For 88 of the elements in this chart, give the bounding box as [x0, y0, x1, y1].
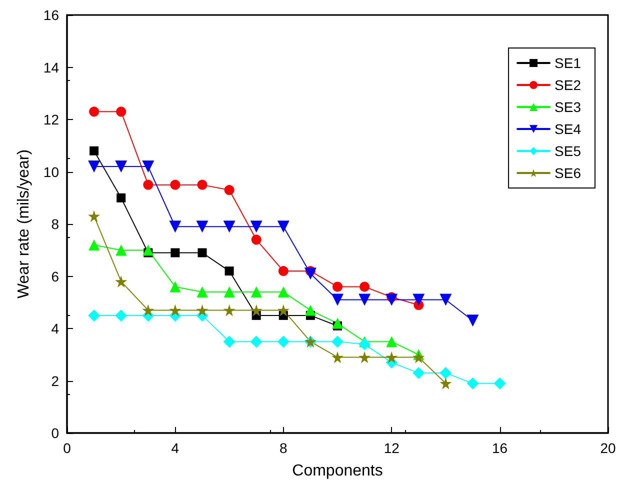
point: [115, 309, 128, 322]
point: [412, 294, 425, 306]
point: [440, 366, 452, 379]
point: [304, 268, 316, 280]
point: [494, 377, 506, 390]
point: [170, 248, 180, 258]
point: [278, 266, 288, 276]
y-tick-label: 14: [43, 59, 60, 76]
y-tick-label: 2: [51, 372, 60, 389]
point: [412, 366, 425, 379]
x-tick-label: 0: [63, 440, 72, 456]
x-tick-label: 8: [280, 440, 288, 456]
point: [332, 351, 344, 364]
point: [250, 286, 262, 298]
point: [115, 275, 128, 288]
point: [90, 146, 99, 156]
point: [223, 336, 236, 348]
point: [196, 220, 208, 233]
point: [169, 220, 182, 233]
point: [277, 304, 290, 316]
y-tick-label: 0: [51, 425, 60, 441]
point: [277, 220, 290, 233]
point: [277, 336, 290, 348]
x-tick-label: 12: [384, 440, 400, 456]
point: [278, 286, 289, 298]
point: [88, 309, 100, 322]
point: [196, 304, 208, 316]
point: [223, 220, 236, 233]
point: [466, 377, 479, 390]
point: [197, 180, 208, 190]
point: [223, 304, 236, 316]
point: [386, 351, 398, 364]
point: [142, 304, 154, 316]
x-tick-label: 4: [171, 440, 180, 456]
y-tick-label: 10: [43, 164, 60, 180]
point: [332, 294, 344, 306]
point: [250, 220, 262, 233]
point: [116, 193, 126, 202]
y-axis-title: Wear rate (mils/year): [16, 149, 32, 299]
point: [332, 336, 344, 348]
point: [332, 318, 343, 329]
legend-label: SE2: [554, 77, 582, 93]
point: [386, 336, 398, 348]
point: [386, 294, 398, 306]
x-axis-title: Components: [292, 462, 383, 480]
point: [88, 239, 100, 250]
point: [358, 294, 371, 306]
point: [89, 106, 100, 117]
legend-label: SE5: [554, 143, 582, 159]
point: [88, 210, 100, 222]
y-tick-label: 6: [51, 268, 60, 284]
point: [250, 336, 262, 348]
legend-label: SE4: [554, 121, 582, 137]
x-tick-label: 20: [600, 440, 616, 456]
y-tick-label: 16: [43, 7, 60, 23]
legend-label: SE3: [554, 99, 582, 115]
point: [332, 282, 342, 292]
point: [169, 304, 182, 316]
point: [358, 338, 371, 350]
point: [170, 281, 181, 292]
point: [116, 106, 126, 117]
point: [358, 351, 371, 364]
point: [196, 286, 208, 298]
point: [440, 377, 452, 390]
point: [143, 180, 154, 190]
point: [88, 160, 100, 173]
y-tick-label: 12: [43, 112, 60, 128]
point: [251, 234, 262, 245]
x-tick-label: 16: [492, 440, 508, 456]
point: [116, 244, 127, 256]
point: [170, 180, 180, 190]
point: [224, 286, 235, 298]
point: [198, 248, 207, 258]
point: [304, 304, 316, 316]
point: [142, 160, 154, 173]
legend-label: SE1: [554, 55, 582, 71]
point: [360, 282, 370, 292]
y-tick-label: 4: [51, 320, 60, 336]
point: [466, 314, 479, 327]
point: [440, 294, 452, 306]
point: [250, 304, 262, 316]
point: [115, 160, 128, 173]
legend-label: SE6: [554, 165, 582, 181]
point: [224, 185, 234, 196]
point: [412, 351, 425, 364]
point: [224, 266, 234, 276]
point: [142, 244, 154, 256]
y-tick-label: 8: [51, 216, 60, 232]
